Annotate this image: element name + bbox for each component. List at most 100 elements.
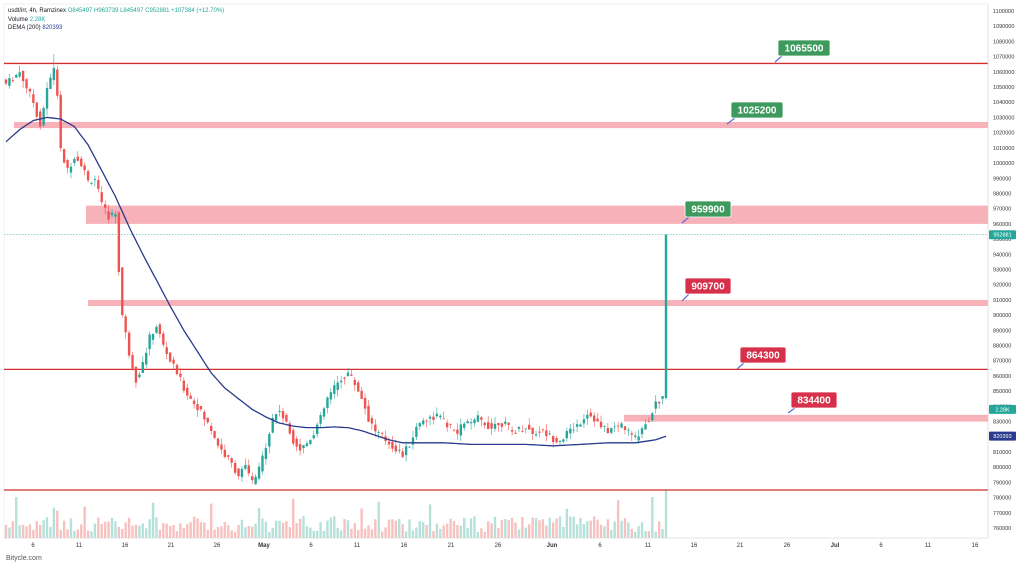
candle-body	[309, 440, 312, 445]
annotation-pointer	[681, 293, 690, 302]
price-tick-label: 860000	[993, 374, 1011, 380]
price-tick-label: 950000	[993, 237, 1011, 243]
candle-body	[42, 108, 45, 126]
candle-body	[124, 316, 127, 333]
time-tick-label: May	[258, 543, 270, 549]
level-annotations: 1065500 1025200 959900 909700 864300 834400	[681, 39, 838, 414]
volume-bar	[333, 516, 336, 538]
candle-body	[486, 422, 490, 429]
candle-body	[268, 433, 271, 447]
candle-body	[45, 88, 49, 109]
volume-bar	[627, 522, 630, 538]
volume-bar	[326, 520, 329, 538]
price-tick-label: 830000	[993, 420, 1011, 426]
dema-path	[5, 116, 667, 447]
candle-body	[107, 211, 110, 220]
volume-bar	[28, 524, 32, 538]
volume-bar	[640, 522, 644, 538]
volume-bar	[592, 516, 596, 538]
candle-body	[305, 443, 309, 447]
dema-tag-bg	[989, 431, 1016, 441]
candle-body	[117, 212, 121, 273]
volume-bar	[322, 530, 326, 538]
candle-body	[524, 428, 527, 430]
ohlc-values: O845497 H963739 L845497 C952881 +107384 …	[67, 8, 225, 14]
candle-body	[586, 414, 589, 419]
volume-bar	[199, 522, 203, 538]
volume-bar	[56, 510, 59, 538]
volume-bar	[66, 529, 69, 538]
candle-body	[442, 418, 445, 420]
price-axis[interactable]: 7600007700007800007900008000008100008200…	[987, 4, 1016, 538]
price-tick-label: 810000	[993, 450, 1011, 456]
candle-body	[312, 435, 315, 439]
volume-bar	[298, 518, 302, 538]
volume-bar	[548, 517, 551, 538]
volume-bar	[145, 528, 148, 538]
time-tick-label: 6	[879, 543, 883, 549]
dema-label: DEMA (200)	[8, 25, 41, 31]
last-price-tag: 952881	[993, 233, 1011, 239]
candle-body	[551, 436, 555, 443]
candle-body	[599, 421, 603, 428]
time-tick-label: 16	[972, 543, 979, 549]
volume-bar	[422, 522, 425, 538]
time-tick-label: 21	[737, 543, 744, 549]
candle-body	[32, 94, 35, 103]
volume-bar	[524, 527, 527, 538]
candle-body	[644, 424, 647, 430]
symbol-info: usdt/irr, 4h, Ramzinex	[8, 8, 67, 14]
candle-body	[435, 413, 439, 417]
annotation-pointer	[787, 407, 796, 414]
candle-body	[357, 382, 360, 392]
candle-body	[664, 234, 668, 398]
candle-body	[613, 426, 616, 428]
volume-bar	[579, 517, 582, 538]
time-tick-label: 16	[401, 543, 408, 549]
volume-bar	[213, 529, 216, 538]
volume-bar	[360, 508, 363, 538]
volume-bar	[545, 525, 548, 538]
volume-bar	[254, 523, 257, 538]
candle-body	[8, 78, 11, 86]
volume-bar	[196, 518, 199, 538]
volume-bar	[439, 528, 442, 538]
candle-body	[192, 400, 196, 405]
volume-bar	[114, 521, 117, 538]
volume-bar	[240, 519, 244, 538]
price-tick-label: 1000000	[993, 161, 1014, 167]
dema-line	[5, 116, 667, 447]
candle-body	[49, 77, 52, 89]
candle-body	[634, 435, 637, 437]
time-tick-label: 11	[925, 543, 932, 549]
volume-bar	[428, 504, 432, 538]
volume-bar	[442, 525, 445, 538]
chart-legend: usdt/irr, 4h, Ramzinex O845497 H963739 L…	[8, 7, 224, 33]
volume-bar	[244, 527, 247, 538]
time-axis[interactable]: 6 11 16 21 26 May 6 11 16 21 26 Jun 6 11 16 21 26 Jul 6 11 1…	[4, 537, 988, 549]
volume-bar	[69, 518, 73, 538]
candle-body	[110, 212, 114, 216]
price-tick-label: 960000	[993, 222, 1011, 228]
candle-body	[165, 347, 168, 354]
volume-bar	[182, 528, 186, 538]
candle-body	[343, 377, 346, 379]
candle-body	[623, 426, 627, 430]
candle-body	[288, 423, 292, 434]
volume-bar	[449, 518, 452, 538]
price-tick-label: 1080000	[993, 39, 1014, 45]
candle-body	[579, 424, 582, 427]
volume-bar	[316, 530, 319, 538]
volume-bar	[514, 522, 517, 538]
volume-bar	[247, 525, 250, 538]
candle-body	[531, 427, 534, 435]
candle-body	[322, 408, 326, 417]
volume-bar	[220, 526, 223, 538]
volume-bar	[127, 517, 131, 538]
annotation-label: 1025200	[738, 106, 777, 117]
candle-body	[227, 455, 230, 457]
volume-bar	[223, 522, 227, 538]
candle-body	[186, 387, 189, 396]
candle-body	[582, 419, 586, 424]
